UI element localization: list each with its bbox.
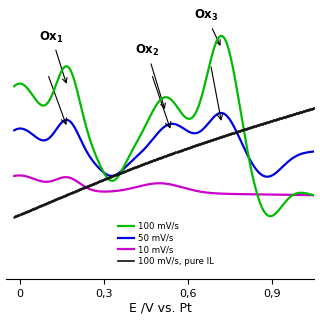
Text: $\mathbf{Ox_2}$: $\mathbf{Ox_2}$ xyxy=(135,44,165,108)
Text: $\mathbf{Ox_3}$: $\mathbf{Ox_3}$ xyxy=(194,8,220,45)
X-axis label: E /V vs. Pt: E /V vs. Pt xyxy=(129,301,191,315)
Legend: 100 mV/s, 50 mV/s, 10 mV/s, 100 mV/s, pure IL: 100 mV/s, 50 mV/s, 10 mV/s, 100 mV/s, pu… xyxy=(115,219,218,269)
Text: $\mathbf{Ox_1}$: $\mathbf{Ox_1}$ xyxy=(39,30,67,83)
